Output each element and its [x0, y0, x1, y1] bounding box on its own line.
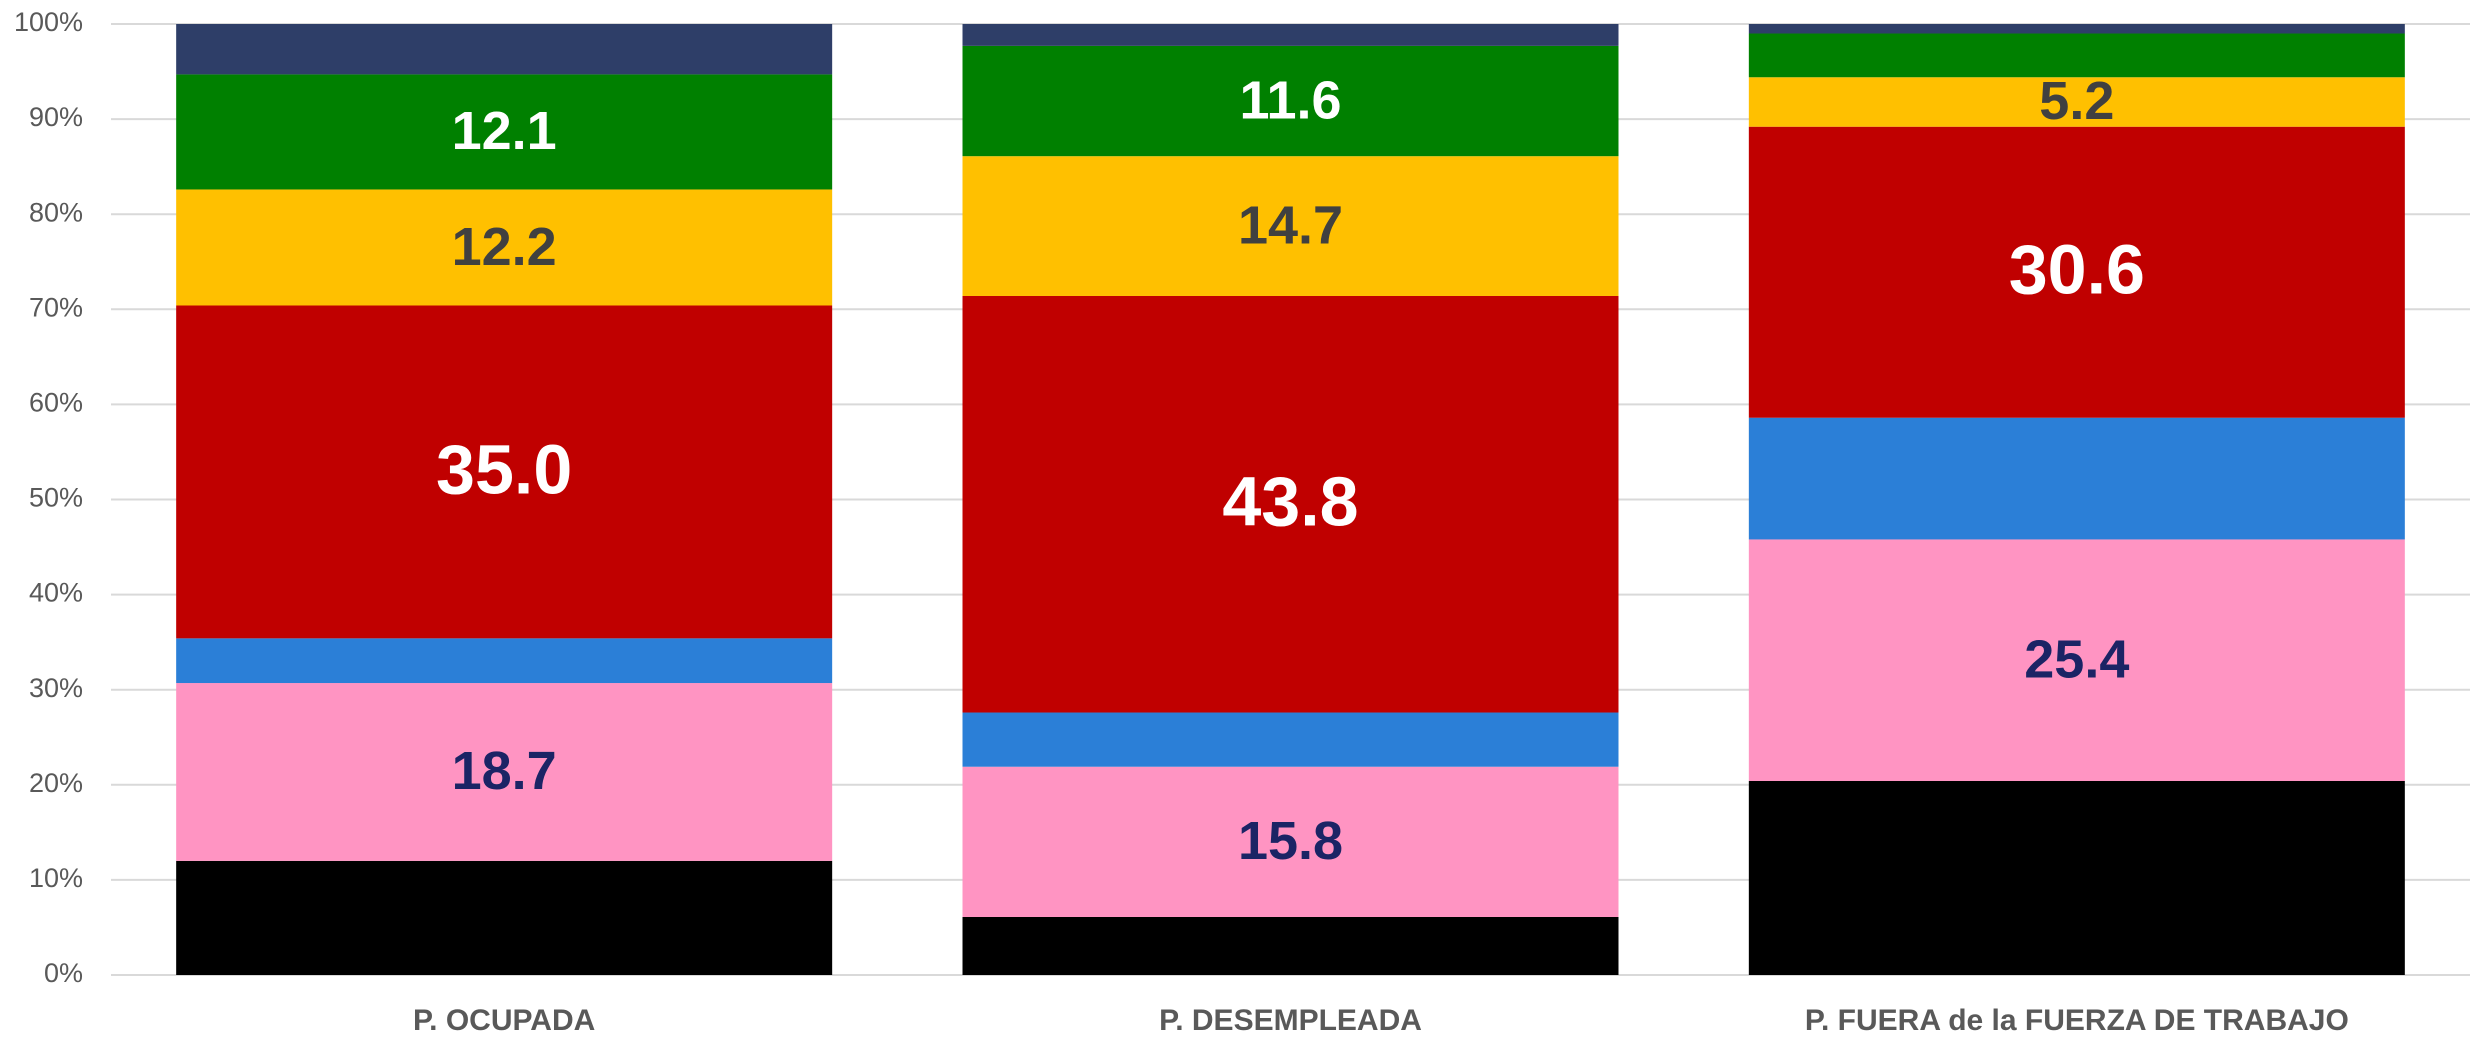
bar-segment: [962, 295, 1619, 713]
y-tick-label: 60%: [29, 388, 83, 418]
y-tick-label: 10%: [29, 863, 83, 893]
value-label: 30.6: [2009, 231, 2145, 309]
value-label: 43.8: [1222, 463, 1358, 541]
bar-segment: [1748, 24, 2405, 34]
value-label: 12.2: [452, 217, 557, 277]
value-label: 35.0: [436, 430, 572, 508]
y-tick-label: 20%: [29, 768, 83, 798]
value-label: 5.2: [2039, 71, 2114, 131]
y-tick-label: 0%: [44, 958, 83, 988]
value-label: 12.1: [452, 101, 557, 161]
x-tick-label: P. DESEMPLEADA: [1159, 1004, 1422, 1037]
y-tick-label: 40%: [29, 578, 83, 608]
x-tick-label: P. FUERA de la FUERZA DE TRABAJO: [1805, 1004, 2349, 1037]
value-label: 14.7: [1238, 195, 1343, 255]
bar-segment: [176, 638, 833, 684]
y-tick-label: 30%: [29, 673, 83, 703]
value-label: 11.6: [1239, 70, 1341, 130]
value-label: 18.7: [452, 741, 557, 801]
bar-segment: [176, 305, 833, 639]
bar-segment: [962, 45, 1619, 157]
bar-segment: [962, 24, 1619, 46]
y-tick-label: 100%: [14, 7, 83, 37]
bar-segment: [176, 189, 833, 306]
bar-segment: [962, 766, 1619, 917]
bar-segment: [1748, 417, 2405, 540]
bar-segment: [962, 156, 1619, 296]
y-tick-label: 80%: [29, 197, 83, 227]
bar-segment: [1748, 780, 2405, 975]
value-label: 25.4: [2024, 629, 2129, 689]
y-tick-label: 50%: [29, 483, 83, 513]
value-label: 15.8: [1238, 811, 1343, 871]
bar-segment: [1748, 539, 2405, 781]
bar-segment: [1748, 33, 2405, 78]
bar-segment: [176, 24, 833, 75]
y-tick-label: 70%: [29, 292, 83, 322]
bar-segment: [962, 712, 1619, 767]
y-tick-label: 90%: [29, 102, 83, 132]
bar-segment: [176, 860, 833, 975]
bar-segment: [176, 683, 833, 861]
bar-segment: [1748, 126, 2405, 418]
x-tick-label: P. OCUPADA: [413, 1004, 595, 1037]
bar-segment: [1748, 77, 2405, 127]
bar-segment: [176, 74, 833, 190]
bar-segment: [962, 916, 1619, 975]
